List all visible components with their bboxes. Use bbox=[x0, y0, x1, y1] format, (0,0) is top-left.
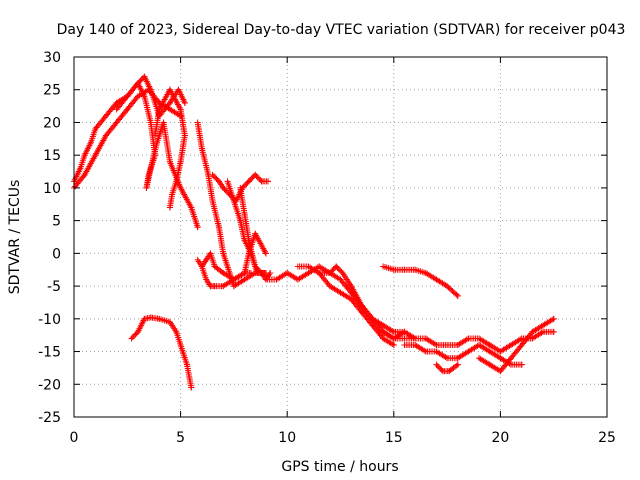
data-point-plus bbox=[243, 180, 250, 187]
y-tick-label: 0 bbox=[52, 246, 61, 262]
data-point-plus bbox=[244, 179, 251, 186]
data-point-plus bbox=[454, 292, 461, 299]
series-track-14 bbox=[380, 328, 504, 355]
data-point-plus bbox=[267, 270, 274, 276]
data-point-plus bbox=[252, 171, 259, 178]
data-point-plus bbox=[335, 266, 342, 273]
y-tick-label: -25 bbox=[38, 410, 61, 426]
data-point-plus bbox=[213, 175, 220, 182]
x-tick-label: 10 bbox=[278, 430, 296, 446]
x-tick-label: 0 bbox=[70, 430, 79, 446]
series-track-13 bbox=[316, 263, 408, 342]
data-point-plus bbox=[138, 76, 145, 83]
data-point-plus bbox=[550, 315, 557, 322]
data-point-plus bbox=[248, 175, 255, 182]
data-point-plus bbox=[334, 264, 341, 271]
data-point-plus bbox=[518, 361, 525, 368]
data-point-plus bbox=[128, 335, 135, 342]
data-point-plus bbox=[80, 173, 87, 180]
data-point-plus bbox=[454, 361, 461, 368]
data-point-plus bbox=[254, 266, 261, 273]
x-axis-ticks: 0 5 10 15 20 25 bbox=[70, 57, 616, 446]
y-axis-label: SDTVAR / TECUs bbox=[7, 180, 23, 295]
series-track-18 bbox=[433, 361, 461, 375]
data-point-plus bbox=[390, 342, 397, 348]
series-track-19 bbox=[380, 263, 461, 299]
y-tick-label: 15 bbox=[43, 148, 61, 164]
plot-frame bbox=[73, 56, 608, 418]
data-point-plus bbox=[131, 332, 138, 339]
series-track-17 bbox=[497, 328, 557, 355]
x-tick-label: 5 bbox=[176, 430, 185, 446]
x-tick-label: 25 bbox=[598, 430, 616, 446]
data-point-plus bbox=[247, 177, 254, 184]
data-point-plus bbox=[209, 171, 216, 178]
data-point-plus bbox=[129, 334, 136, 341]
data-point-plus bbox=[435, 364, 442, 371]
series-track-10 bbox=[237, 184, 274, 283]
data-point-plus bbox=[247, 270, 254, 276]
data-point-plus bbox=[326, 270, 333, 276]
y-axis-ticks: -25 -20 -15 -10 -5 0 5 10 15 20 25 30 bbox=[38, 50, 607, 426]
data-point-plus bbox=[256, 175, 263, 182]
x-tick-label: 20 bbox=[491, 430, 509, 446]
data-point-plus bbox=[337, 267, 344, 274]
series-track-4 bbox=[152, 86, 188, 211]
data-point-plus bbox=[330, 266, 337, 273]
data-point-plus bbox=[210, 173, 217, 180]
data-point-plus bbox=[221, 186, 228, 193]
data-point-plus bbox=[194, 224, 201, 231]
x-axis-label: GPS time / hours bbox=[281, 459, 398, 475]
data-series bbox=[71, 73, 557, 391]
data-point-plus bbox=[401, 328, 408, 335]
data-point-plus bbox=[265, 178, 272, 185]
x-tick-label: 15 bbox=[385, 430, 403, 446]
y-tick-label: 30 bbox=[43, 50, 61, 66]
data-point-plus bbox=[328, 268, 335, 275]
data-point-plus bbox=[253, 173, 260, 180]
data-point-plus bbox=[245, 178, 252, 185]
y-tick-label: -15 bbox=[38, 345, 61, 361]
data-point-plus bbox=[249, 174, 256, 181]
data-point-plus bbox=[550, 328, 557, 335]
y-tick-label: 20 bbox=[43, 115, 61, 131]
data-point-plus bbox=[253, 264, 260, 271]
data-point-plus bbox=[262, 250, 269, 257]
data-point-plus bbox=[453, 362, 460, 369]
data-point-plus bbox=[333, 263, 340, 270]
data-point-plus bbox=[437, 365, 444, 372]
data-point-plus bbox=[257, 177, 264, 184]
series-track-2 bbox=[71, 86, 184, 191]
data-point-plus bbox=[166, 204, 173, 211]
y-tick-label: -20 bbox=[38, 377, 61, 393]
series-track-12 bbox=[294, 263, 397, 348]
chart-title: Day 140 of 2023, Sidereal Day-to-day VTE… bbox=[57, 22, 626, 38]
data-point-plus bbox=[137, 77, 144, 84]
data-point-plus bbox=[256, 267, 263, 274]
data-point-plus bbox=[188, 384, 195, 391]
data-point-plus bbox=[212, 174, 219, 181]
y-tick-label: -5 bbox=[47, 279, 61, 295]
data-point-plus bbox=[240, 183, 247, 190]
data-point-plus bbox=[252, 263, 259, 270]
y-tick-label: -10 bbox=[38, 312, 61, 328]
data-point-plus bbox=[329, 267, 336, 274]
data-point-plus bbox=[254, 174, 261, 181]
y-tick-label: 5 bbox=[52, 214, 61, 230]
series-track-3 bbox=[113, 80, 201, 231]
data-point-plus bbox=[241, 182, 248, 189]
data-point-plus bbox=[434, 362, 441, 369]
series-track-15 bbox=[401, 342, 525, 368]
data-point-plus bbox=[181, 99, 188, 106]
data-point-plus bbox=[220, 184, 227, 191]
y-tick-label: 25 bbox=[43, 83, 61, 99]
y-tick-label: 10 bbox=[43, 181, 61, 197]
data-point-plus bbox=[132, 331, 139, 338]
data-point-plus bbox=[433, 361, 440, 368]
data-point-plus bbox=[453, 291, 460, 298]
data-point-plus bbox=[438, 366, 445, 373]
series-track-20 bbox=[128, 314, 195, 391]
